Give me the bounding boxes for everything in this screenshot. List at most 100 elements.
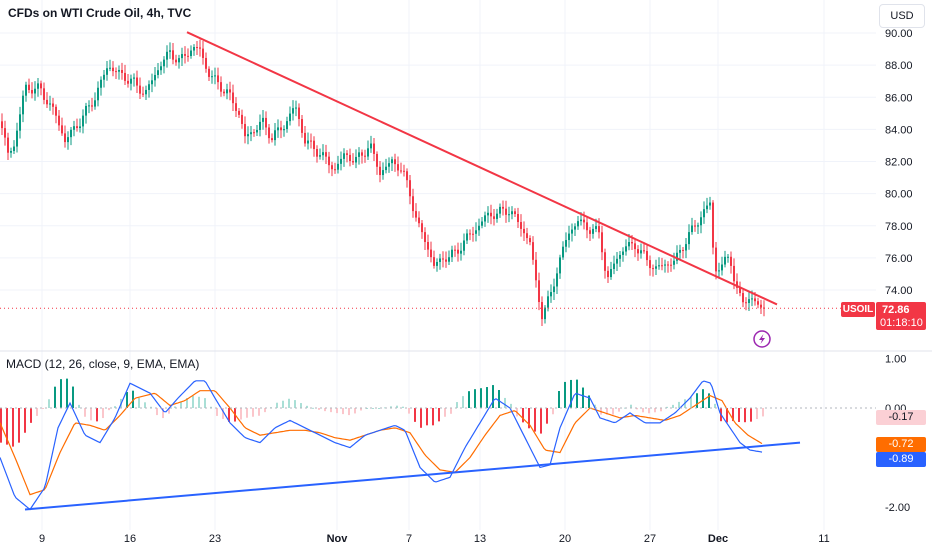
histogram-bar — [48, 399, 50, 408]
candle-body — [613, 263, 615, 270]
histogram-bar — [348, 408, 350, 416]
candle-body — [94, 100, 96, 107]
histogram-bar — [168, 408, 170, 414]
candle-body — [517, 214, 519, 223]
candle-body — [187, 55, 189, 57]
candle-body — [451, 249, 453, 258]
candle-body — [622, 251, 624, 255]
price-tick-label: 74.00 — [885, 285, 913, 297]
candle-body — [475, 230, 477, 234]
candle-body — [115, 71, 117, 73]
candle-body — [199, 47, 201, 49]
candle-body — [511, 211, 513, 215]
candle-body — [421, 223, 423, 233]
candle-body — [157, 70, 159, 75]
candle-body — [355, 156, 357, 163]
candle-body — [697, 225, 699, 227]
candle-body — [577, 221, 579, 227]
time-tick-label: 11 — [818, 533, 829, 545]
histogram-bar — [426, 408, 428, 426]
candle-body — [472, 233, 474, 235]
histogram-bar — [204, 398, 206, 408]
histogram-bar — [498, 390, 500, 408]
histogram-bar — [552, 408, 554, 415]
candle-body — [64, 133, 66, 143]
candle-body — [4, 128, 6, 138]
histogram-bar — [324, 408, 326, 412]
price-tick-label: 86.00 — [885, 92, 913, 104]
candle-body — [229, 89, 231, 93]
histogram-bar — [66, 378, 68, 408]
candle-body — [433, 257, 435, 266]
candle-body — [70, 129, 72, 138]
candle-body — [448, 257, 450, 262]
candle-body — [82, 115, 84, 127]
histogram-bar — [690, 397, 692, 408]
price-tick-label: 82.00 — [885, 157, 913, 169]
time-tick-label: 16 — [124, 533, 136, 545]
flash-icon[interactable] — [753, 330, 771, 348]
candle-body — [400, 170, 402, 172]
candle-body — [559, 257, 561, 274]
candle-body — [253, 132, 255, 134]
candle-body — [505, 208, 507, 215]
candle-body — [520, 222, 522, 229]
candle-body — [49, 103, 51, 105]
candle-body — [493, 216, 495, 219]
histogram-bar — [24, 408, 26, 433]
histogram-bar — [54, 386, 56, 408]
histogram-bar — [738, 408, 740, 422]
macd-value-badge: -0.89 — [876, 452, 926, 467]
histogram-bar — [252, 408, 254, 417]
candle-body — [553, 286, 555, 293]
candle-body — [733, 265, 735, 282]
candle-body — [106, 68, 108, 75]
histogram-bar — [486, 387, 488, 408]
candle-body — [310, 140, 312, 142]
histogram-bar — [564, 381, 566, 408]
candle-body — [586, 222, 588, 231]
candle-body — [538, 280, 540, 303]
candle-body — [700, 217, 702, 226]
currency-button[interactable]: USD — [879, 4, 925, 28]
candle-body — [394, 159, 396, 165]
histogram-bar — [84, 408, 86, 417]
candle-body — [316, 149, 318, 157]
candle-body — [184, 54, 186, 56]
histogram-bar — [132, 390, 134, 408]
candle-body — [193, 47, 195, 51]
histogram-bar — [630, 404, 632, 408]
histogram-bar — [396, 405, 398, 408]
histogram-bar — [546, 408, 548, 424]
price-tick-label: 88.00 — [885, 60, 913, 72]
candle-body — [607, 270, 609, 278]
candle-body — [250, 132, 252, 135]
candle-body — [232, 92, 234, 104]
candle-body — [166, 51, 168, 60]
candle-body — [637, 249, 639, 254]
candle-body — [388, 163, 390, 167]
histogram-bar — [534, 408, 536, 432]
candle-body — [487, 212, 489, 216]
histogram-bar — [606, 408, 608, 415]
histogram-bar — [660, 408, 662, 412]
histogram-bar — [570, 379, 572, 408]
candle-body — [19, 114, 21, 131]
histogram-bar — [30, 408, 32, 423]
candle-body — [67, 137, 69, 143]
candle-body — [544, 307, 546, 320]
histogram-bar — [642, 408, 644, 413]
macd-indicator-label[interactable]: MACD (12, 26, close, 9, EMA, EMA) — [6, 357, 200, 371]
macd-tick-label: -2.00 — [885, 502, 910, 514]
histogram-bar — [714, 403, 716, 408]
candle-body — [256, 129, 258, 133]
time-tick-label: 27 — [644, 533, 656, 545]
candle-body — [439, 258, 441, 262]
histogram-bar — [462, 396, 464, 408]
candle-body — [346, 153, 348, 155]
histogram-bar — [42, 408, 44, 409]
candle-body — [463, 240, 465, 251]
candle-body — [142, 93, 144, 95]
histogram-bar — [636, 408, 638, 410]
